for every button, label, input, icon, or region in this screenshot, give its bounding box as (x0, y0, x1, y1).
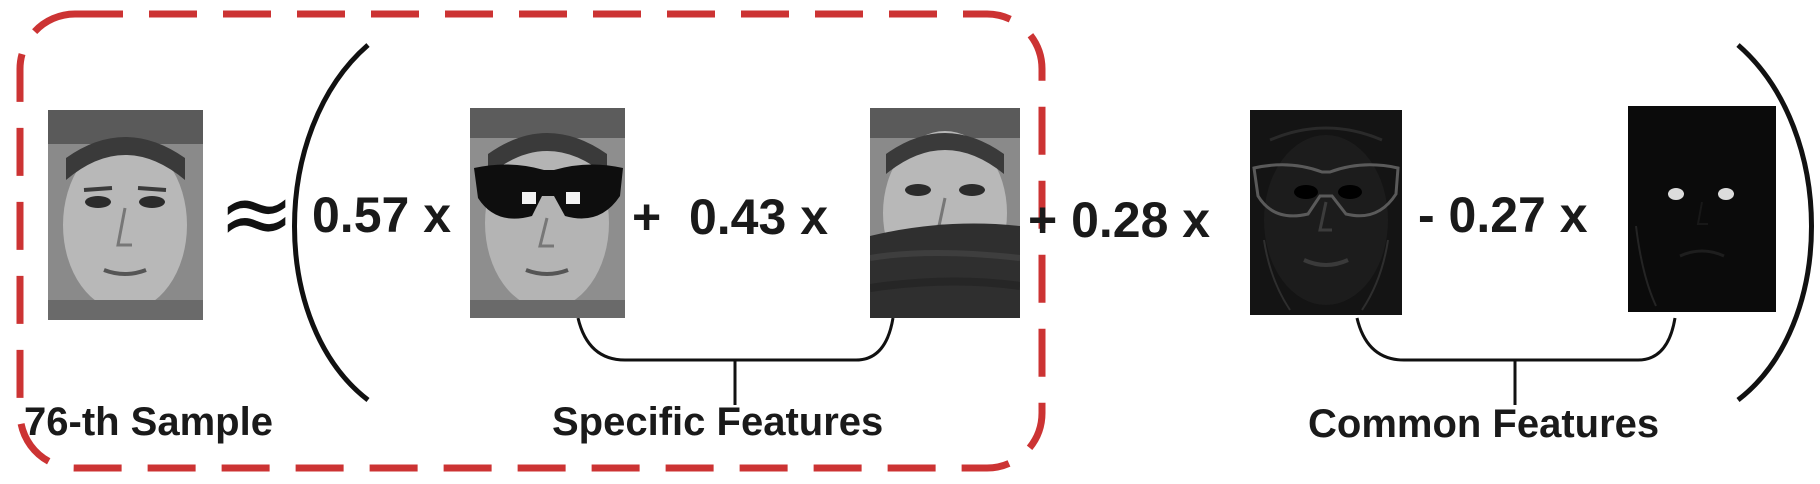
sunglasses-face-image (470, 108, 625, 318)
common-feature-image-2 (1628, 106, 1776, 312)
specific-features-brace (576, 317, 895, 405)
scarf-face-image (870, 108, 1020, 318)
common-features-brace (1355, 317, 1677, 405)
left-parenthesis (292, 43, 370, 402)
approximately-equal-symbol: ≈ (218, 160, 296, 267)
specific-features-label: Specific Features (552, 400, 884, 444)
common-features-label: Common Features (1308, 402, 1660, 446)
coefficient-term-2: + 0.43 x (632, 189, 828, 245)
right-parenthesis (1736, 43, 1814, 402)
coefficient-term-1: 0.57 x (312, 187, 452, 243)
coefficient-term-3: + 0.28 x (1028, 192, 1211, 248)
common-feature-image-1 (1250, 110, 1402, 315)
coefficient-term-4: - 0.27 x (1418, 187, 1588, 243)
sample-label: 76-th Sample (24, 400, 273, 444)
specific-region-dashed-box (16, 10, 1046, 472)
sample-face-image (48, 110, 203, 320)
